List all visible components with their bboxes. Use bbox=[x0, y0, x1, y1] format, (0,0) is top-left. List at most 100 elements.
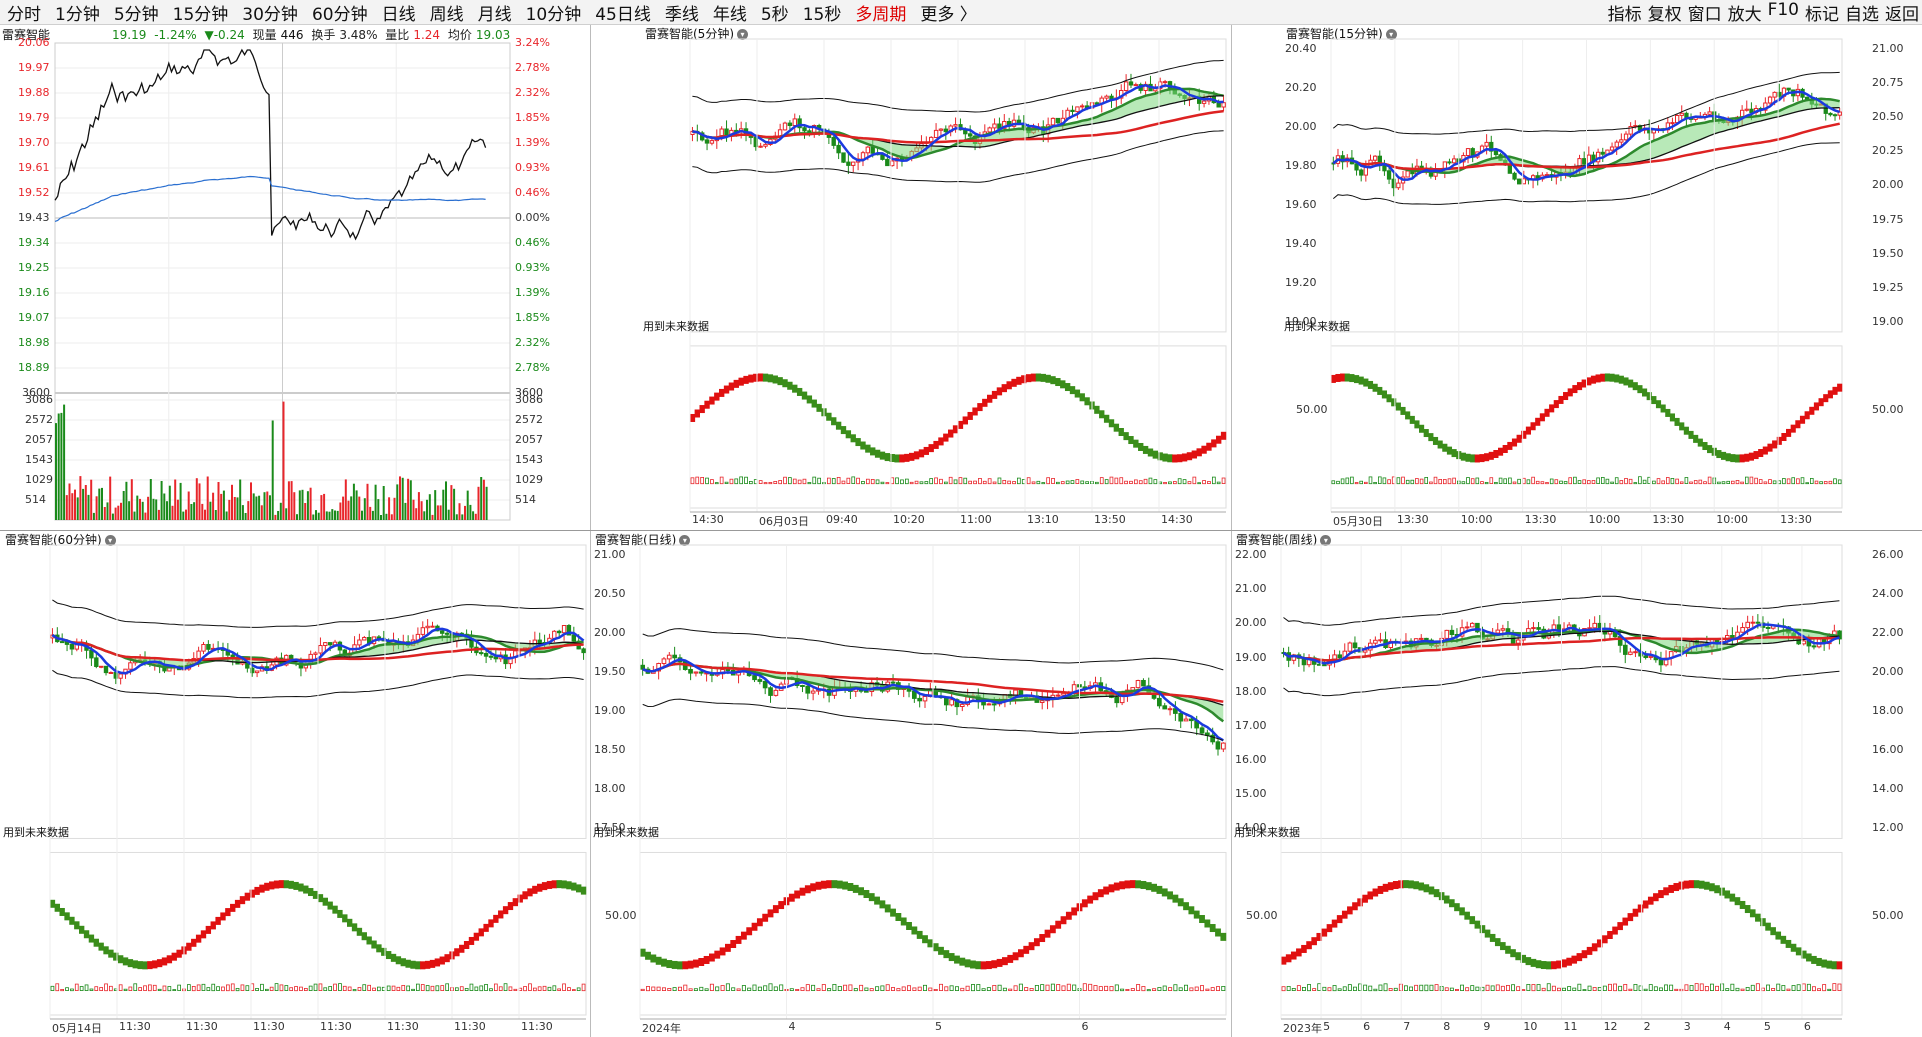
chart-panel-15min[interactable]: 雷赛智能(15分钟) ▾ 20.40 20.20 20.00 19.80 19.60 19.4… bbox=[1281, 25, 1922, 530]
time-axis-label: 2 bbox=[1643, 1020, 1651, 1033]
chart-panel-5min[interactable]: 雷赛智能(5分钟) ▾ 用到未来数据 14:30 06月03日 09:40 10:20 11:… bbox=[640, 25, 1231, 530]
period-tab-9[interactable]: 10分钟 bbox=[525, 4, 582, 25]
volume-bar bbox=[464, 505, 466, 520]
osc-histogram bbox=[1535, 480, 1540, 485]
panel-menu-icon[interactable]: ▾ bbox=[1385, 29, 1397, 40]
price-axis-label: 19.00 bbox=[594, 704, 626, 718]
volume-bar bbox=[282, 401, 285, 520]
ratio-label: 量比 bbox=[385, 28, 410, 42]
osc-histogram bbox=[1749, 476, 1754, 485]
time-axis-label: 06月03日 bbox=[759, 515, 809, 528]
osc-histogram bbox=[133, 983, 138, 991]
volume-bar bbox=[60, 412, 63, 520]
osc-histogram bbox=[1812, 986, 1816, 992]
candle-body bbox=[103, 665, 109, 674]
period-tab-6[interactable]: 日线 bbox=[381, 4, 416, 25]
osc-histogram bbox=[1189, 987, 1194, 992]
osc-histogram bbox=[1322, 986, 1327, 991]
period-tab-10[interactable]: 45日线 bbox=[595, 4, 651, 25]
price-axis-label: 20.00 bbox=[1235, 616, 1267, 630]
osc-histogram bbox=[138, 987, 142, 992]
tool-button-7[interactable]: 返回 bbox=[1885, 4, 1919, 25]
candle-body bbox=[1317, 663, 1322, 666]
candle-body bbox=[1354, 163, 1359, 171]
osc-histogram bbox=[1041, 482, 1046, 485]
panel-menu-icon[interactable]: ▾ bbox=[104, 535, 116, 546]
panel-menu-icon[interactable]: ▾ bbox=[679, 535, 691, 546]
period-tab-12[interactable]: 年线 bbox=[712, 4, 747, 25]
osc-histogram bbox=[533, 987, 537, 992]
osc-histogram bbox=[906, 985, 911, 992]
chart-panel-weekly[interactable]: 雷赛智能(周线) ▾ 22.00 21.00 20.00 19.00 18.00 17.00 1… bbox=[1231, 531, 1922, 1037]
tool-button-1[interactable]: 复权 bbox=[1647, 4, 1682, 25]
osc-histogram bbox=[1060, 481, 1065, 485]
period-tab-16[interactable]: 更多 〉 bbox=[920, 4, 977, 25]
osc-histogram bbox=[1572, 987, 1577, 992]
candle-body bbox=[792, 118, 798, 127]
osc-histogram bbox=[1643, 988, 1648, 992]
tool-button-2[interactable]: 窗口 bbox=[1687, 4, 1722, 25]
osc-histogram bbox=[396, 986, 401, 991]
osc-histogram bbox=[1109, 986, 1114, 992]
tool-button-5[interactable]: 标记 bbox=[1805, 4, 1839, 25]
period-tab-0[interactable]: 分时 bbox=[7, 4, 41, 25]
osc-histogram bbox=[832, 983, 837, 991]
chart-panel-60min[interactable]: 雷赛智能(60分钟) ▾ 用到未来数据 05月14日 11:30 11:30 11:30 11… bbox=[0, 531, 591, 1037]
osc-axis-label: 50.00 bbox=[1296, 402, 1328, 416]
volume-bar bbox=[377, 499, 380, 520]
panel-menu-icon[interactable]: ▾ bbox=[737, 29, 748, 40]
osc-histogram bbox=[690, 477, 695, 485]
candle-body bbox=[953, 124, 958, 127]
period-tab-7[interactable]: 周线 bbox=[429, 4, 464, 25]
candle-body bbox=[922, 696, 928, 702]
osc-histogram bbox=[225, 984, 230, 992]
osc-histogram bbox=[1378, 984, 1383, 991]
osc-histogram bbox=[729, 478, 734, 485]
period-tab-2[interactable]: 5分钟 bbox=[113, 4, 159, 25]
osc-histogram bbox=[895, 477, 899, 485]
tool-button-6[interactable]: 自选 bbox=[1845, 4, 1879, 25]
osc-histogram bbox=[924, 481, 929, 485]
osc-histogram bbox=[1207, 481, 1211, 484]
period-tab-5[interactable]: 60分钟 bbox=[311, 4, 368, 25]
price-axis-label: 19.20 bbox=[1285, 275, 1317, 289]
volume-bar bbox=[344, 479, 347, 520]
tool-button-3[interactable]: 放大 bbox=[1727, 4, 1762, 25]
osc-histogram bbox=[376, 986, 381, 992]
candle-body bbox=[724, 128, 729, 136]
period-tab-11[interactable]: 季线 bbox=[664, 4, 699, 25]
osc-histogram bbox=[1302, 986, 1306, 991]
osc-histogram bbox=[1490, 985, 1495, 991]
osc-histogram bbox=[196, 984, 201, 991]
osc-histogram bbox=[576, 987, 581, 991]
volume-bar bbox=[204, 509, 206, 520]
right-axis-label: 19.75 bbox=[1872, 212, 1904, 226]
price-axis-label: 19.80 bbox=[1285, 158, 1317, 172]
period-tab-13[interactable]: 5秒 bbox=[760, 4, 789, 25]
panel-svg bbox=[1330, 38, 1843, 513]
period-tab-4[interactable]: 30分钟 bbox=[242, 4, 298, 25]
osc-histogram bbox=[1002, 479, 1007, 485]
period-tab-1[interactable]: 1分钟 bbox=[55, 4, 100, 25]
osc-histogram bbox=[1094, 481, 1099, 485]
chart-panel-daily[interactable]: 雷赛智能(日线) ▾ 21.00 20.50 20.00 19.50 19.00 18.50 1… bbox=[590, 531, 1231, 1037]
candle-body bbox=[254, 670, 260, 674]
osc-histogram bbox=[1373, 481, 1377, 485]
tool-button-0[interactable]: 指标 bbox=[1607, 4, 1642, 25]
volume-bar bbox=[241, 505, 244, 520]
candle-body bbox=[1600, 151, 1605, 155]
osc-histogram bbox=[147, 984, 152, 992]
period-tab-15[interactable]: 多周期 bbox=[855, 4, 907, 25]
period-tab-8[interactable]: 月线 bbox=[477, 4, 512, 25]
osc-histogram bbox=[1409, 986, 1413, 991]
osc-histogram bbox=[1200, 985, 1205, 992]
price-axis-label: 22.00 bbox=[1235, 548, 1267, 561]
osc-histogram bbox=[1061, 985, 1066, 991]
panel-menu-icon[interactable]: ▾ bbox=[1320, 535, 1332, 546]
time-axis-label: 10:00 bbox=[1588, 513, 1621, 526]
period-tab-3[interactable]: 15分钟 bbox=[172, 4, 229, 25]
period-tab-14[interactable]: 15秒 bbox=[802, 4, 842, 25]
tool-button-4[interactable]: F10 bbox=[1767, 0, 1799, 20]
volume-bar bbox=[71, 493, 74, 520]
intraday-chart-panel[interactable]: 雷赛智能 19.19 -1.24% ▼-0.24 现量 446 换手 3.48% 量… bbox=[0, 25, 590, 530]
